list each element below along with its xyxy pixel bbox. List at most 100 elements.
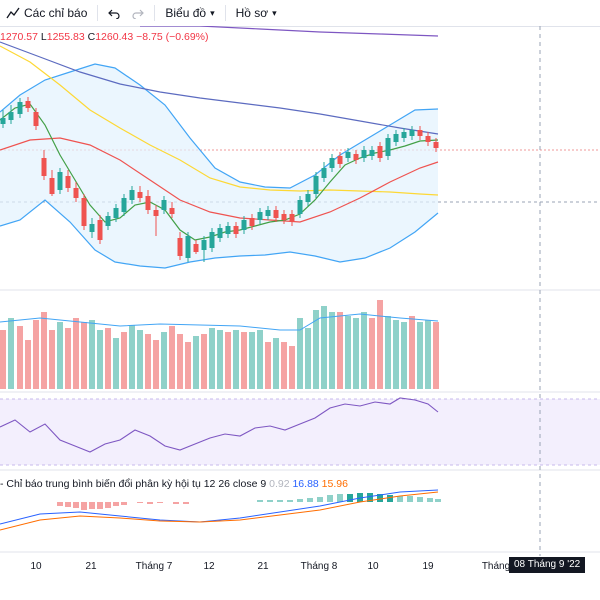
candle-body [369,150,375,156]
macd-histogram-bar [147,502,153,504]
candle-body [33,112,39,126]
macd-histogram-bar [417,497,423,502]
candle-body [225,226,231,234]
volume-bar [97,330,103,389]
ohlc-low-label: L [40,31,47,43]
volume-bar [73,318,79,389]
candle-body [8,112,14,120]
volume-bar [185,342,191,389]
macd-histogram-bar [81,502,87,510]
macd-histogram-bar [337,494,343,502]
candle-body [129,190,135,200]
macd-histogram-bar [407,496,413,502]
ohlc-low: 1255.83 [46,31,85,43]
macd-histogram-bar [173,502,179,504]
volume-bar [81,322,87,389]
macd-histogram-bar [307,498,313,502]
candle-body [153,210,159,216]
volume-bar [297,318,303,389]
volume-bar [321,306,327,389]
candle-body [249,218,255,226]
candle-body [25,101,31,108]
candle-body [65,176,71,188]
candle-body [105,216,111,226]
volume-bar [417,322,423,389]
volume-bar [161,332,167,389]
volume-bar [49,330,55,389]
candle-body [0,118,6,124]
ohlc-close: 1260.43 [95,31,134,43]
volume-bar [201,334,207,389]
price-chart[interactable] [0,26,600,600]
candle-body [169,208,175,214]
moving-average-long-line [0,45,439,196]
undo-button[interactable] [102,0,126,26]
candle-body [257,212,263,220]
volume-bar [401,322,407,389]
volume-bar [89,320,95,389]
volume-bar [41,312,47,389]
chart-menu-button[interactable]: Biểu đồ ▾ [159,0,220,26]
candle-body [161,200,167,210]
rsi-band-fill [0,399,600,465]
profile-menu-button[interactable]: Hồ sơ ▾ [230,0,283,26]
candle-body [425,136,431,142]
redo-button[interactable] [126,0,150,26]
volume-bar [105,328,111,389]
candle-body [385,138,391,156]
ohlc-close-label: C [87,31,96,43]
volume-bar [337,312,343,389]
candle-body [433,142,439,148]
volume-bar [17,326,23,389]
macd-histogram-bar [427,498,433,502]
macd-histogram-bar [377,494,383,502]
indicators-button[interactable]: Các chỉ báo [0,0,93,26]
volume-bar [129,325,135,389]
candle-body [273,210,279,218]
macd-histogram-bar [113,502,119,506]
macd-histogram-bar [121,502,127,505]
candle-body [81,198,87,226]
bollinger-lower-line [0,199,439,269]
candle-body [297,200,303,214]
ohlc-change: −8.75 (−0.69%) [136,31,209,43]
candle-body [305,194,311,202]
candle-body [113,208,119,218]
candle-body [377,146,383,158]
candle-body [201,240,207,250]
volume-bar [8,318,14,389]
volume-bar [385,316,391,389]
macd-line-value: 16.88 [292,478,319,490]
macd-histogram-bar [277,500,283,502]
candle-body [265,210,271,216]
volume-bar [145,334,151,389]
macd-histogram-bar [105,502,111,508]
toolbar-divider [97,5,99,21]
volume-bar [345,316,351,389]
x-axis-label: 10 [30,561,42,572]
macd-histogram-bar [327,495,333,502]
macd-histogram-bar [157,502,163,503]
volume-bar [281,342,287,389]
volume-bar [177,334,183,389]
macd-histogram-bar [65,502,71,507]
candle-body [193,244,199,252]
macd-histogram-bar [257,500,263,502]
volume-bar [305,328,311,389]
volume-bar [273,338,279,389]
moving-average-xlong-line [140,26,439,37]
macd-signal-value: 15.96 [321,478,348,490]
macd-histogram-bar [317,497,323,502]
volume-bar [233,330,239,389]
candle-body [361,150,367,158]
candle-body [289,214,295,222]
candle-body [409,130,415,136]
indicators-label: Các chỉ báo [24,6,88,20]
volume-bar [193,336,199,389]
macd-histogram-bar [73,502,79,508]
macd-histogram-bar [367,493,373,502]
volume-bar [265,342,271,389]
candle-body [345,152,351,158]
macd-legend: - Chỉ báo trung bình biến đổi phân kỳ hộ… [0,478,348,490]
toolbar-divider [154,5,156,21]
